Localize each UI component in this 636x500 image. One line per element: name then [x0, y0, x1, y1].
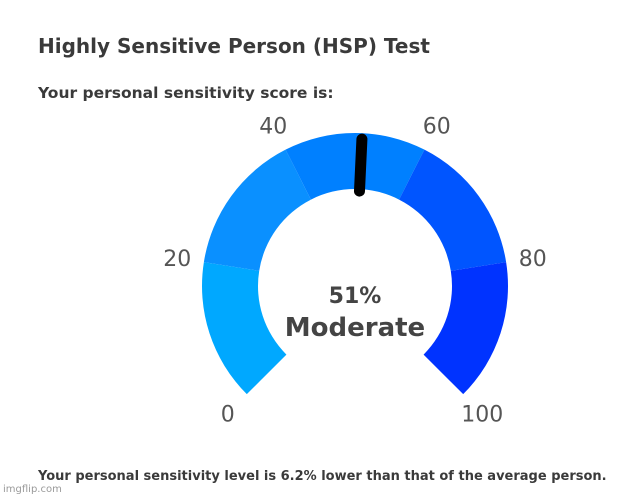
gauge-segment	[423, 262, 508, 395]
sensitivity-level: Moderate	[285, 313, 425, 343]
watermark: imgflip.com	[3, 484, 62, 495]
gauge-segment	[203, 149, 311, 271]
gauge-tick-label: 100	[461, 402, 503, 427]
score-percentage: 51%	[329, 284, 382, 309]
comparison-text: Your personal sensitivity level is 6.2% …	[38, 469, 607, 484]
gauge-tick-label: 80	[519, 247, 547, 272]
gauge-tick-label: 60	[423, 115, 451, 140]
gauge-needle	[353, 133, 368, 197]
gauge-segment	[202, 262, 287, 395]
gauge-segment	[285, 133, 425, 200]
gauge-tick-label: 20	[163, 247, 191, 272]
gauge-segment	[399, 149, 507, 271]
gauge-tick-label: 40	[259, 115, 287, 140]
score-intro-text: Your personal sensitivity score is:	[38, 84, 334, 102]
gauge-tick-label: 0	[221, 402, 235, 427]
page-title: Highly Sensitive Person (HSP) Test	[38, 34, 430, 58]
